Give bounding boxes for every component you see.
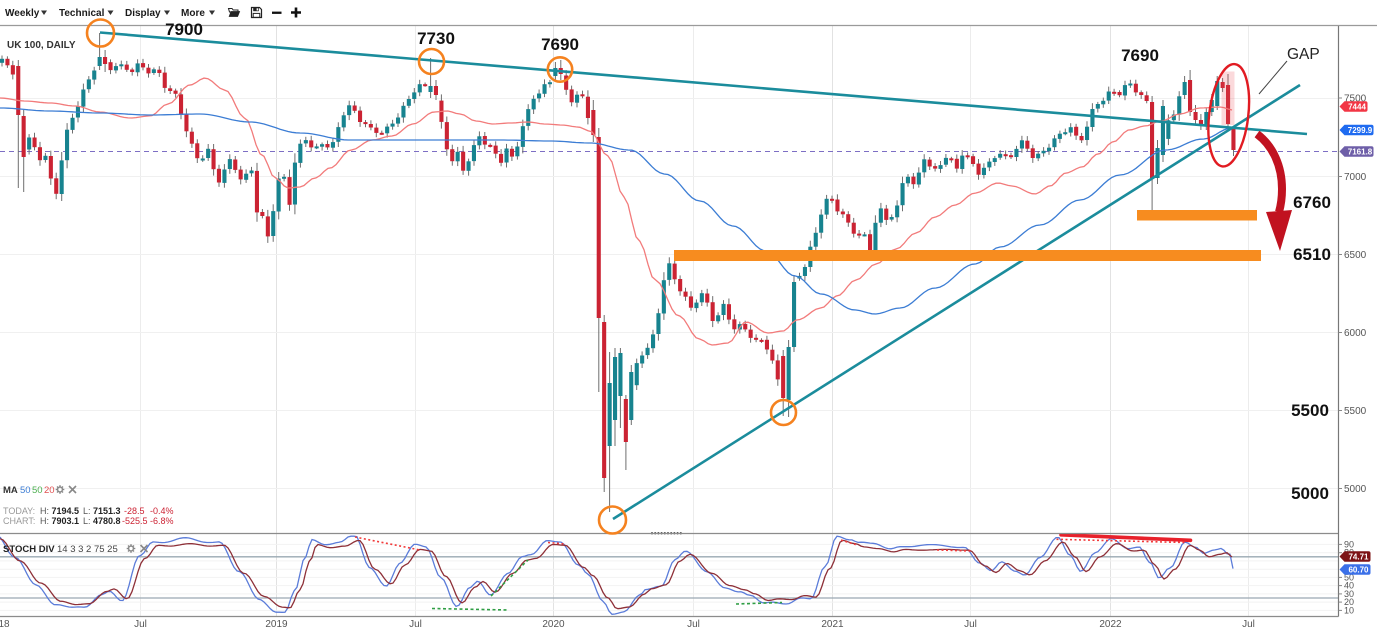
- svg-text:50: 50: [1344, 572, 1354, 582]
- svg-text:CHART:H: 7903.1L: 4780.8-525.5: CHART: H: 7903.1 L: 4780.8-525.5 -6.8%: [3, 516, 174, 526]
- svg-text:74.71: 74.71: [1348, 553, 1369, 562]
- svg-text:7161.8: 7161.8: [1348, 148, 1373, 157]
- svg-text:5500: 5500: [1344, 406, 1367, 417]
- svg-text:6760: 6760: [1293, 193, 1331, 212]
- svg-text:Jul: Jul: [134, 619, 147, 630]
- svg-text:6510: 6510: [1293, 245, 1331, 264]
- svg-text:7690: 7690: [541, 35, 579, 54]
- svg-text:2022: 2022: [1099, 619, 1122, 630]
- svg-text:Weekly: Weekly: [5, 8, 40, 19]
- svg-text:6000: 6000: [1344, 328, 1367, 339]
- svg-text:20: 20: [1344, 597, 1354, 607]
- svg-text:2019: 2019: [265, 619, 288, 630]
- svg-text:18: 18: [0, 619, 10, 630]
- svg-text:90: 90: [1344, 539, 1354, 549]
- svg-text:40: 40: [1344, 581, 1354, 591]
- svg-text:Jul: Jul: [1242, 619, 1255, 630]
- svg-text:2020: 2020: [542, 619, 565, 630]
- svg-text:7730: 7730: [417, 29, 455, 48]
- svg-text:Jul: Jul: [687, 619, 700, 630]
- svg-text:7500: 7500: [1344, 94, 1367, 105]
- svg-text:5500: 5500: [1291, 401, 1329, 420]
- svg-text:UK 100, DAILY: UK 100, DAILY: [7, 40, 76, 51]
- svg-text:Jul: Jul: [409, 619, 422, 630]
- svg-text:60.70: 60.70: [1348, 566, 1369, 575]
- svg-text:Technical: Technical: [59, 8, 105, 19]
- svg-text:7690: 7690: [1121, 46, 1159, 65]
- svg-text:TODAY:H: 7194.5L: 7151.3-28.5-: TODAY: H: 7194.5 L: 7151.3 -28.5 -0.4%: [3, 506, 174, 516]
- svg-text:7444: 7444: [1348, 103, 1366, 112]
- svg-text:30: 30: [1344, 589, 1354, 599]
- svg-text:7299.9: 7299.9: [1348, 126, 1373, 135]
- svg-text:Display: Display: [125, 8, 161, 19]
- svg-text:5000: 5000: [1344, 484, 1367, 495]
- svg-text:More: More: [181, 8, 205, 19]
- svg-text:7000: 7000: [1344, 172, 1367, 183]
- svg-text:10: 10: [1344, 605, 1354, 615]
- svg-text:2021: 2021: [821, 619, 844, 630]
- svg-text:5000: 5000: [1291, 484, 1329, 503]
- svg-text:7900: 7900: [165, 20, 203, 39]
- svg-text:Jul: Jul: [964, 619, 977, 630]
- svg-text:GAP: GAP: [1287, 46, 1320, 63]
- svg-text:6500: 6500: [1344, 250, 1367, 261]
